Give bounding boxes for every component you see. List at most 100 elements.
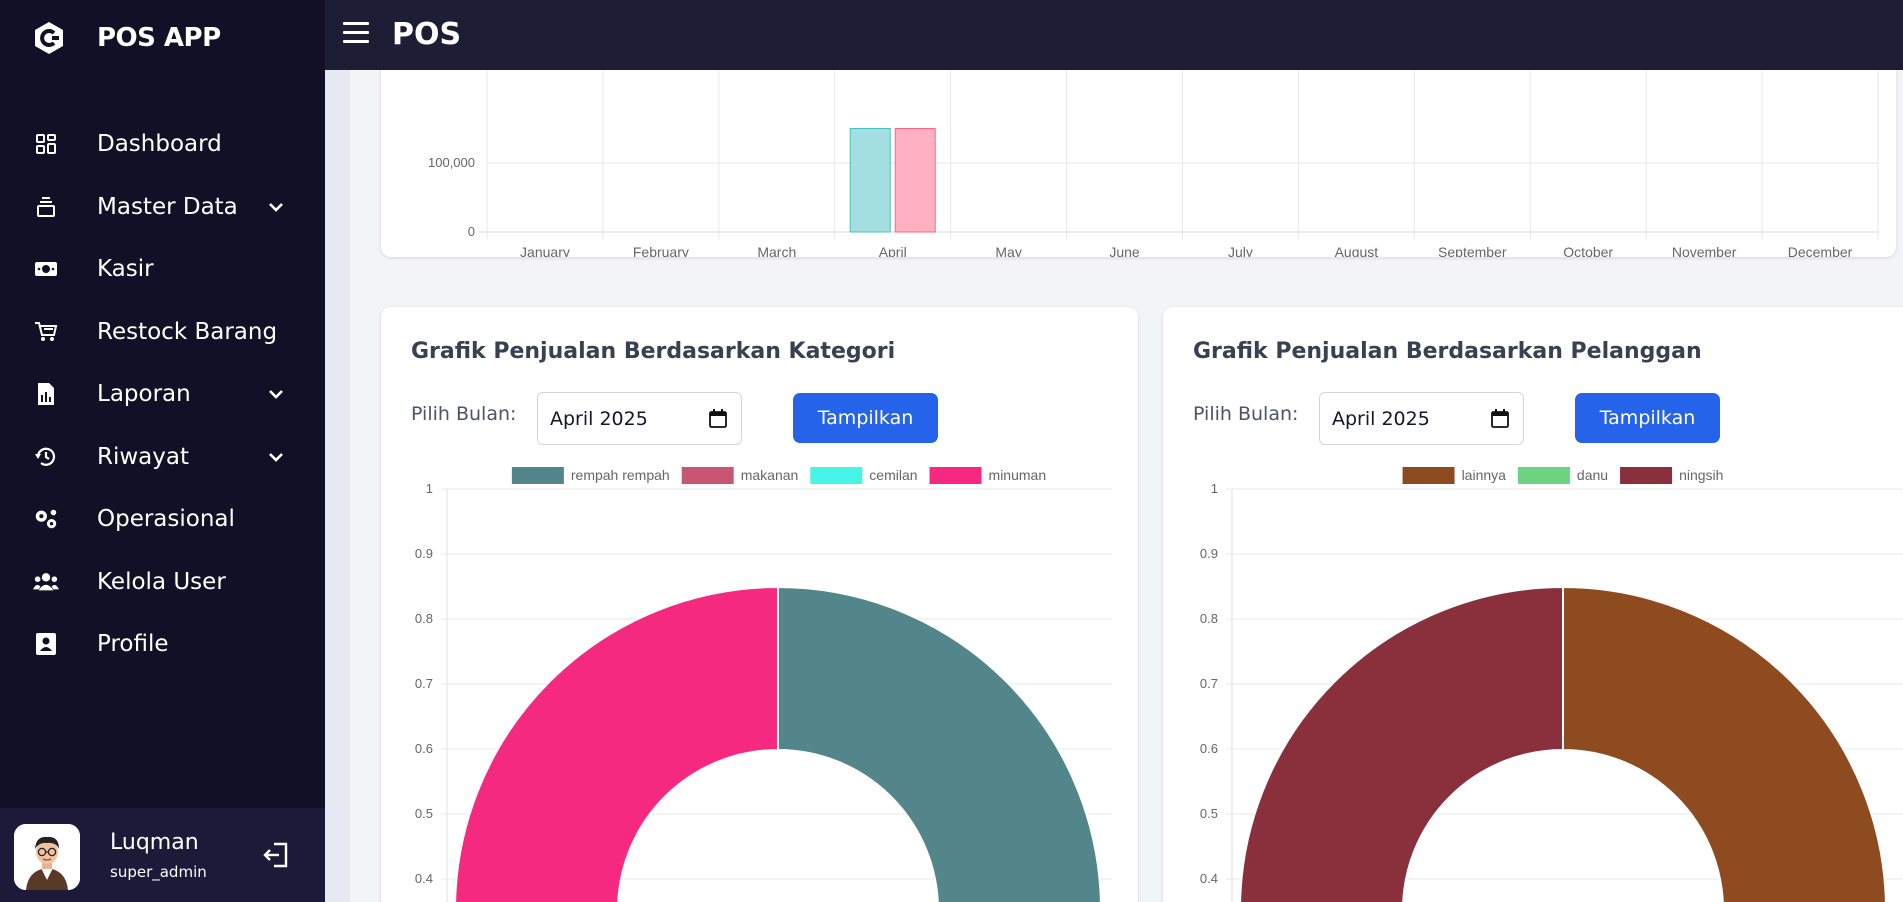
sidebar-item-dashboard[interactable]: Dashboard — [0, 113, 325, 176]
sidebar-item-kelola-user[interactable]: Kelola User — [0, 551, 325, 614]
legend-swatch — [1620, 467, 1673, 484]
report-file-icon — [33, 381, 59, 407]
main-content[interactable]: 0 100,000 January February March April May June… — [325, 70, 1903, 902]
show-button[interactable]: Tampilkan — [1575, 393, 1720, 443]
menu-toggle-icon[interactable] — [343, 22, 369, 44]
customer-doughnut-chart: 1 0.9 0.8 0.7 0.6 0.5 0.4 lainnya danu ningsih — [1200, 467, 1903, 902]
legend-swatch — [810, 467, 863, 484]
sidebar-item-operasional[interactable]: Operasional — [0, 488, 325, 551]
legend-label: danu — [1577, 467, 1608, 483]
x-tick-label: January — [520, 244, 570, 257]
money-icon — [33, 256, 59, 282]
logout-icon[interactable] — [262, 840, 292, 870]
content-edge — [325, 70, 350, 902]
page-title: POS — [392, 17, 462, 52]
legend-swatch — [1517, 467, 1570, 484]
x-tick-label: May — [995, 244, 1021, 257]
chevron-down-icon — [269, 390, 283, 400]
y-tick-label: 0.7 — [415, 676, 433, 691]
y-tick-label: 1 — [426, 481, 433, 496]
gears-icon — [33, 506, 59, 532]
chevron-down-icon — [269, 452, 283, 462]
sidebar-item-riwayat[interactable]: Riwayat — [0, 426, 325, 489]
sidebar-item-label: Riwayat — [97, 443, 189, 470]
sidebar-item-profile[interactable]: Profile — [0, 613, 325, 676]
user-panel: Luqman super_admin — [0, 808, 325, 902]
sidebar-item-label: Restock Barang — [97, 318, 278, 345]
x-tick-label: November — [1672, 244, 1737, 257]
x-tick-label: September — [1438, 244, 1507, 257]
calendar-icon[interactable] — [709, 409, 727, 428]
sidebar-item-kasir[interactable]: Kasir — [0, 238, 325, 301]
sidebar-item-label: Laporan — [97, 381, 191, 408]
slice — [777, 585, 1102, 902]
month-value: April 2025 — [1332, 407, 1430, 430]
profile-card-icon — [33, 631, 59, 657]
slice — [454, 585, 779, 902]
history-icon — [33, 444, 59, 470]
y-tick-label: 0.8 — [1200, 611, 1218, 626]
user-name: Luqman — [110, 830, 199, 855]
x-tick-label: August — [1335, 244, 1379, 257]
legend-swatch — [511, 467, 564, 484]
calendar-icon[interactable] — [1491, 409, 1509, 428]
y-tick-label: 0.4 — [1200, 871, 1218, 886]
sidebar-item-label: Master Data — [97, 193, 238, 220]
sidebar-item-label: Kelola User — [97, 568, 226, 595]
legend-swatch — [1402, 467, 1455, 484]
legend-label: lainnya — [1462, 467, 1507, 483]
user-role: super_admin — [110, 863, 207, 881]
bar — [894, 128, 936, 233]
legend-label: cemilan — [869, 467, 917, 483]
legend-swatch — [681, 467, 734, 484]
y-tick-label: 0.9 — [415, 546, 433, 561]
x-tick-label: March — [757, 244, 796, 257]
monthly-sales-card: 0 100,000 January February March April May June… — [381, 70, 1896, 257]
filter-label: Pilih Bulan: — [411, 403, 517, 425]
x-tick-label: October — [1563, 244, 1613, 257]
bar — [849, 128, 891, 233]
customer-sales-card: Grafik Penjualan Berdasarkan Pelanggan P… — [1163, 307, 1903, 902]
y-tick-label: 0.6 — [415, 741, 433, 756]
y-tick-label: 1 — [1211, 481, 1218, 496]
y-tick-label: 0.5 — [1200, 806, 1218, 821]
y-tick-label: 0.6 — [1200, 741, 1218, 756]
sidebar-item-laporan[interactable]: Laporan — [0, 363, 325, 426]
legend-swatch — [929, 467, 982, 484]
layers-icon — [33, 194, 59, 220]
chevron-down-icon — [269, 202, 283, 212]
y-tick-label: 0.7 — [1200, 676, 1218, 691]
y-tick-label: 0.5 — [415, 806, 433, 821]
slice — [1239, 585, 1564, 902]
x-tick-label: April — [879, 244, 907, 257]
monthly-sales-chart: 0 100,000 January February March April May June… — [428, 70, 1879, 257]
avatar[interactable] — [14, 824, 80, 890]
sidebar-item-master-data[interactable]: Master Data — [0, 176, 325, 239]
y-tick-label: 0.9 — [1200, 546, 1218, 561]
y-tick-label: 0 — [468, 224, 475, 239]
legend-label: ningsih — [1679, 467, 1723, 483]
filter-label: Pilih Bulan: — [1193, 403, 1299, 425]
month-value: April 2025 — [550, 407, 648, 430]
app-name: POS APP — [97, 23, 221, 53]
sidebar-item-label: Operasional — [97, 506, 235, 533]
x-tick-label: June — [1109, 244, 1140, 257]
month-picker[interactable]: April 2025 — [537, 392, 742, 445]
legend-label: rempah rempah — [571, 467, 670, 483]
sidebar-item-restock-barang[interactable]: Restock Barang — [0, 301, 325, 364]
sidebar-item-label: Dashboard — [97, 131, 222, 158]
x-tick-label: July — [1228, 244, 1253, 257]
month-picker[interactable]: April 2025 — [1319, 392, 1524, 445]
brand[interactable]: POS APP — [32, 20, 221, 56]
sidebar-nav: Dashboard Master Data Kasir Restock Bara… — [0, 113, 325, 676]
show-button[interactable]: Tampilkan — [793, 393, 938, 443]
card-title: Grafik Penjualan Berdasarkan Pelanggan — [1193, 339, 1702, 364]
app-logo-icon — [35, 22, 63, 54]
sidebar-item-label: Kasir — [97, 256, 154, 283]
category-sales-card: Grafik Penjualan Berdasarkan Kategori Pi… — [381, 307, 1138, 902]
users-icon — [33, 569, 59, 595]
y-tick-label: 0.4 — [415, 871, 433, 886]
card-title: Grafik Penjualan Berdasarkan Kategori — [411, 339, 896, 364]
y-tick-label: 0.8 — [415, 611, 433, 626]
x-tick-label: February — [633, 244, 689, 257]
